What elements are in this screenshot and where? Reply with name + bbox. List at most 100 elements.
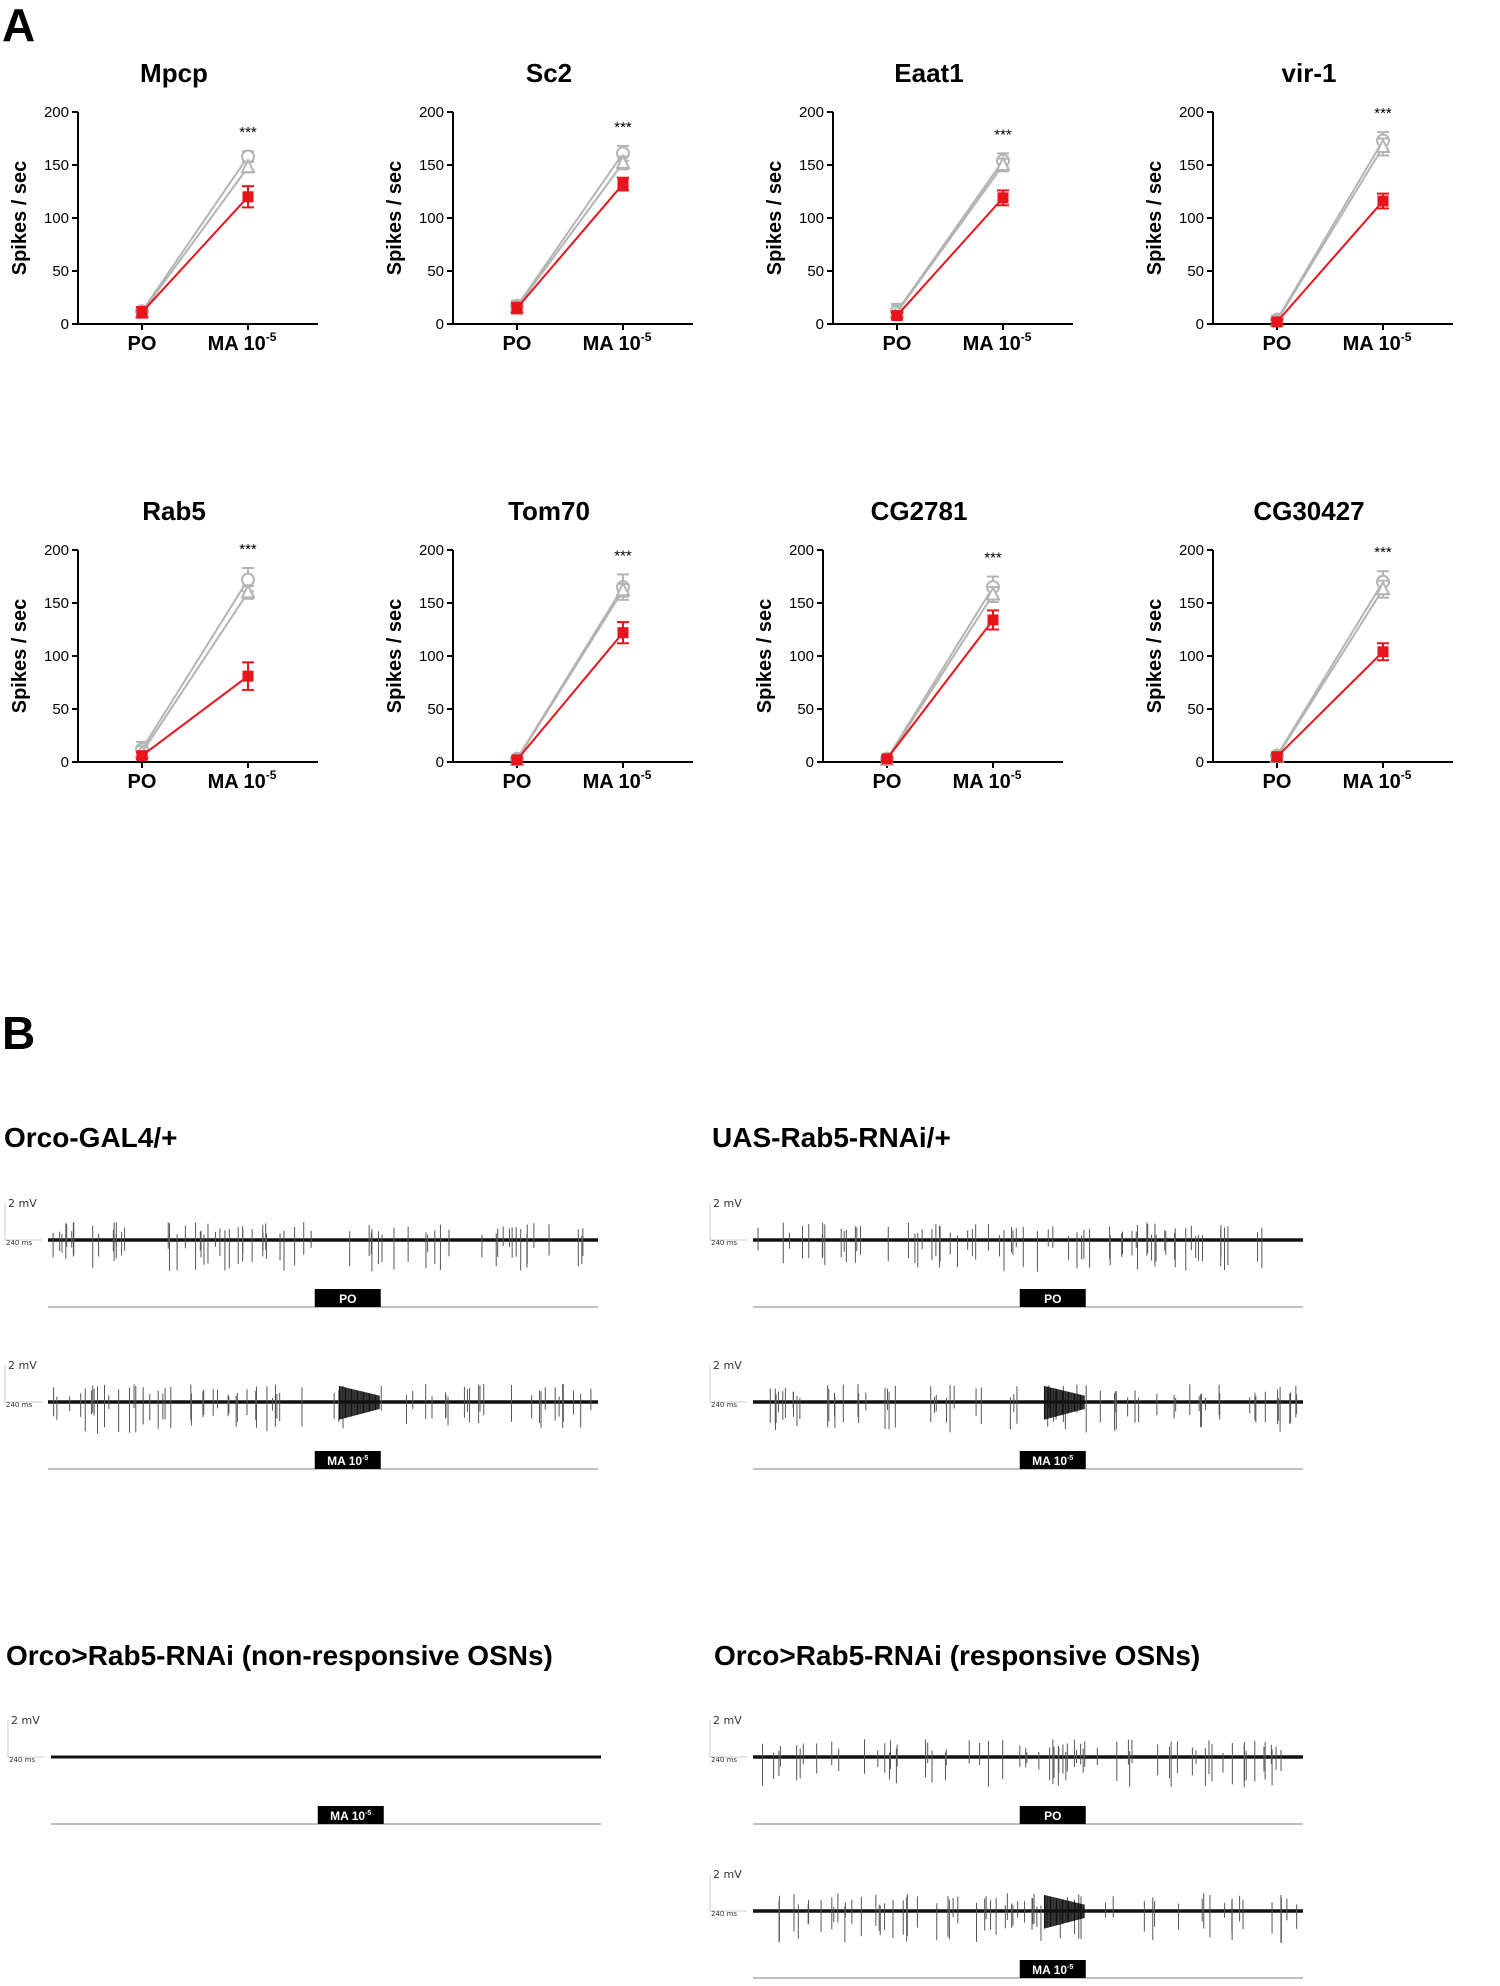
chart-mpcp: Mpcp Spikes / sec 0 50 100 150 200 PO MA 10-5 ***: [9, 58, 318, 355]
significance-label: ***: [239, 541, 257, 558]
chart-title: CG2781: [871, 496, 968, 526]
x-tick-superscript: -5: [266, 330, 277, 344]
scale-bar-mv-label: 2 mV: [713, 1197, 742, 1210]
chart-vir-1: vir-1 Spikes / sec 0 50 100 150 200 PO MA 10-5 **…: [1144, 58, 1453, 355]
data-point-square: [242, 191, 254, 203]
y-axis-label: Spikes / sec: [384, 161, 406, 276]
y-tick-label: 100: [419, 648, 444, 665]
x-tick-label: PO: [128, 333, 157, 355]
data-point-square: [617, 178, 629, 190]
data-point-square: [136, 306, 148, 318]
y-tick-label: 50: [52, 263, 69, 280]
x-tick-label: PO: [1263, 771, 1292, 793]
x-tick-label: MA 10-5: [583, 330, 652, 355]
scale-bar: [709, 1203, 747, 1241]
scale-bar-ms-label: 240 ms: [9, 1756, 35, 1764]
y-tick-label: 50: [427, 701, 444, 718]
stimulus-marker: [1019, 1806, 1086, 1824]
x-tick-superscript: -5: [1021, 330, 1032, 344]
stimulus-marker: [314, 1451, 381, 1469]
x-tick-label: PO: [128, 771, 157, 793]
y-axis-label: Spikes / sec: [1144, 161, 1166, 276]
y-tick-label: 200: [789, 542, 814, 559]
x-tick-superscript: -5: [641, 768, 652, 782]
series-line: [516, 162, 624, 308]
data-point-square: [987, 614, 999, 626]
x-tick-label: MA 10-5: [1343, 330, 1412, 355]
scale-bar-ms-label: 240 ms: [711, 1239, 737, 1247]
y-tick-label: 200: [419, 542, 444, 559]
series-line: [141, 155, 249, 312]
y-tick-label: 200: [1179, 542, 1204, 559]
x-tick-label: MA 10-5: [963, 330, 1032, 355]
y-tick-label: 100: [1179, 648, 1204, 665]
x-tick-label: MA 10-5: [208, 330, 277, 355]
stimulus-superscript: -5: [365, 1810, 371, 1817]
stimulus-label: MA 10-5: [1032, 1963, 1073, 1977]
y-tick-label: 50: [1187, 263, 1204, 280]
x-tick-label: MA 10-5: [583, 768, 652, 793]
data-point-square: [617, 627, 629, 639]
stimulus-superscript: -5: [362, 1455, 368, 1462]
series-line: [516, 589, 624, 761]
y-axis-label: Spikes / sec: [1144, 599, 1166, 714]
data-point-square: [1377, 646, 1389, 658]
y-tick-label: 100: [1179, 210, 1204, 227]
y-axis-label: Spikes / sec: [764, 161, 786, 276]
series-line: [1276, 200, 1384, 323]
stimulus-superscript: -5: [1067, 1455, 1073, 1462]
y-axis-label: Spikes / sec: [9, 599, 31, 714]
y-tick-label: 50: [427, 263, 444, 280]
panel-b-label: B: [2, 1007, 36, 1059]
y-tick-label: 0: [1196, 316, 1204, 333]
chart-title: vir-1: [1282, 58, 1337, 88]
chart-title: Tom70: [508, 496, 590, 526]
significance-label: ***: [994, 126, 1012, 143]
data-point-triangle: [985, 585, 1001, 601]
y-tick-label: 50: [797, 701, 814, 718]
y-tick-label: 0: [436, 754, 444, 771]
x-tick-label: PO: [883, 333, 912, 355]
panel-a-label: A: [2, 0, 36, 51]
x-tick-label: PO: [873, 771, 902, 793]
data-point-square: [891, 310, 903, 322]
trace-non-responsive-ma: 2 mV 240 ms MA 10-5: [7, 1714, 601, 1825]
scale-bar-mv-label: 2 mV: [713, 1714, 742, 1727]
recording-title-uas-rab5-rnai: UAS-Rab5-RNAi/+: [712, 1122, 951, 1153]
stimulus-marker: [1019, 1960, 1086, 1978]
series-line: [516, 183, 624, 309]
scale-bar: [4, 1203, 42, 1241]
y-axis-label: Spikes / sec: [754, 599, 776, 714]
y-tick-label: 0: [816, 316, 824, 333]
series-line: [1276, 140, 1384, 321]
y-tick-label: 200: [1179, 104, 1204, 121]
y-tick-label: 100: [799, 210, 824, 227]
y-tick-label: 200: [44, 104, 69, 121]
data-point-square: [136, 750, 148, 762]
scale-bar-mv-label: 2 mV: [8, 1359, 37, 1372]
scale-bar: [4, 1365, 42, 1403]
x-tick-label: PO: [503, 771, 532, 793]
y-tick-label: 150: [44, 595, 69, 612]
series-line: [1276, 146, 1384, 322]
series-line: [886, 586, 994, 760]
chart-title: Sc2: [526, 58, 572, 88]
scale-bar-ms-label: 240 ms: [711, 1910, 737, 1918]
chart-eaat1: Eaat1 Spikes / sec 0 50 100 150 200 PO MA 10-5 **…: [764, 58, 1073, 355]
trace-orco-gal4-po: 2 mV 240 ms PO: [4, 1197, 598, 1308]
y-tick-label: 200: [799, 104, 824, 121]
series-line: [141, 196, 249, 314]
y-tick-label: 150: [789, 595, 814, 612]
trace-responsive-po: 2 mV 240 ms PO: [709, 1714, 1303, 1825]
x-tick-superscript: -5: [1401, 768, 1412, 782]
data-point-triangle: [615, 153, 631, 169]
scale-bar: [7, 1720, 45, 1758]
data-point-square: [511, 754, 523, 766]
chart-title: Rab5: [142, 496, 206, 526]
data-point-triangle: [995, 155, 1011, 171]
scale-bar: [709, 1365, 747, 1403]
series-line: [141, 166, 249, 313]
stimulus-label: MA 10-5: [327, 1454, 368, 1468]
stimulus-marker: [317, 1806, 384, 1824]
y-tick-label: 100: [789, 648, 814, 665]
